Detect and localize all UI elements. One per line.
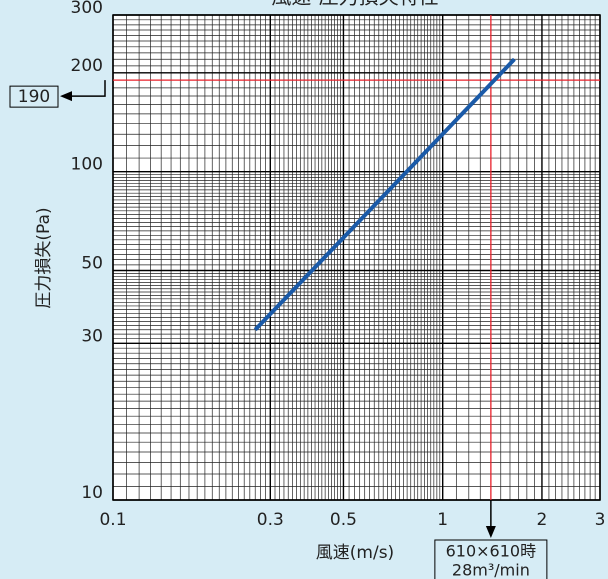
x-tick-label: 0.5	[330, 510, 357, 530]
x-tick-label: 1	[437, 510, 448, 530]
label-box	[434, 539, 548, 579]
arrow-head	[485, 526, 496, 538]
x-tick-label: 0.3	[257, 510, 284, 530]
label-box	[9, 85, 59, 108]
y-tick-label: 100	[71, 155, 103, 175]
reference-x-label: 610×610時	[446, 542, 537, 561]
x-tick-label: 2	[537, 510, 548, 530]
reference-x-label: 28m³/min	[452, 561, 530, 579]
chart-title: 風速-圧力損失特性	[271, 0, 438, 9]
x-axis-label: 風速(m/s)	[316, 543, 394, 563]
y-tick-label: 10	[81, 483, 103, 503]
reference-y-label: 190	[18, 87, 50, 107]
y-tick-label: 30	[81, 326, 103, 346]
y-tick-label: 300	[71, 0, 103, 18]
x-tick-label: 3	[595, 510, 606, 530]
x-tick-label: 0.1	[99, 510, 126, 530]
y-tick-label: 50	[81, 253, 103, 273]
y-axis-label: 圧力損失(Pa)	[34, 207, 54, 308]
line	[253, 57, 516, 332]
arrow-line	[70, 80, 106, 97]
y-tick-label: 200	[71, 56, 103, 76]
plot-frame	[112, 14, 601, 501]
arrow-head	[60, 91, 72, 102]
